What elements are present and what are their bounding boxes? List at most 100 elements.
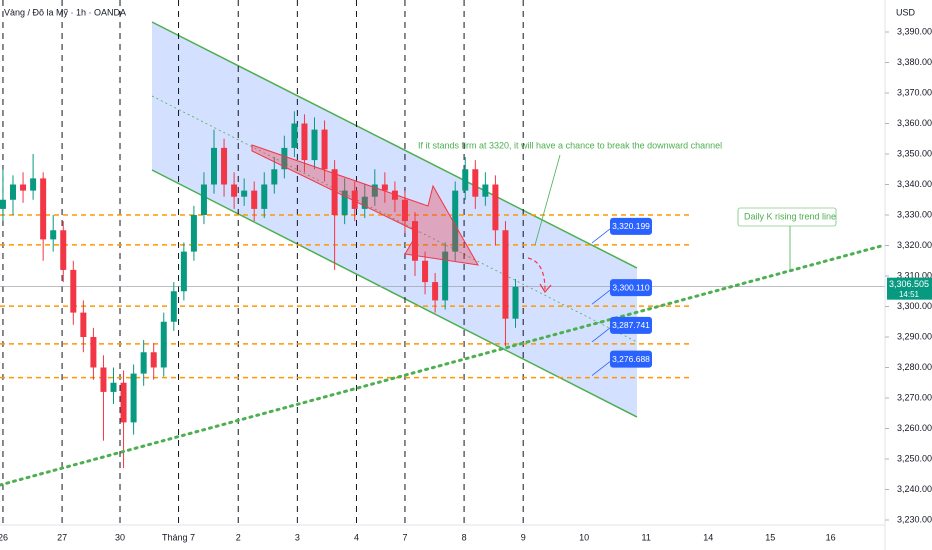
channel-lower [151, 169, 638, 418]
x-tick-label: 4 [354, 532, 359, 542]
label-pointer [591, 289, 611, 305]
y-tick-label: 3,250.000 [897, 453, 932, 463]
annotation-box [737, 207, 837, 227]
candle-body [271, 169, 278, 185]
y-tick-label: 3,350.000 [897, 148, 932, 158]
y-tick-label: 3,360.000 [897, 118, 932, 128]
countdown: 14:51 [899, 290, 920, 299]
label-pointer [591, 228, 611, 244]
candle-body [10, 184, 17, 200]
x-tick-label: 2 [236, 532, 241, 542]
x-tick-label: 8 [462, 532, 467, 542]
annotation: Daily K rising trend line [744, 211, 836, 221]
candle-body [20, 184, 27, 191]
candle-body [351, 190, 358, 209]
candle-body [251, 190, 258, 209]
y-tick-label: 3,390.000 [897, 26, 932, 36]
candle-body [211, 147, 218, 185]
y-tick-label: 3,230.000 [897, 514, 932, 524]
candle-body [90, 337, 97, 368]
x-tick-label: 10 [579, 532, 589, 542]
candle-body [462, 169, 469, 191]
candle-body [200, 184, 207, 215]
candle-body [321, 129, 328, 170]
y-tick-label: 3,260.000 [897, 423, 932, 433]
label-pointer [591, 361, 611, 376]
candle-body [231, 184, 238, 197]
x-tick-label: 14 [703, 532, 713, 542]
candle-body [0, 199, 6, 209]
candle-body [170, 291, 177, 322]
candle-body [361, 196, 368, 209]
candle-body [140, 352, 147, 374]
candle-body [50, 230, 57, 240]
y-tick-label: 3,370.000 [897, 87, 932, 97]
red-curve [527, 257, 546, 291]
candle-body [371, 184, 378, 197]
x-tick-label: 30 [115, 532, 125, 542]
candle-body [502, 230, 509, 319]
x-tick-label: 15 [765, 532, 775, 542]
candle-body [70, 269, 77, 313]
price-label-box [610, 217, 652, 235]
candle-body [331, 169, 338, 215]
candle-body [452, 190, 459, 252]
candle-body [40, 178, 47, 240]
candle-body [442, 251, 449, 301]
candle-body [221, 147, 228, 185]
annotation: If it stands firm at 3320, it will have … [418, 140, 722, 150]
x-tick-label: 9 [521, 532, 526, 542]
candle-body [150, 352, 157, 368]
last-price-box [887, 277, 932, 300]
candle-body [80, 312, 87, 337]
price-label-box [610, 316, 652, 334]
candle-body [100, 367, 107, 392]
drawings: If it stands firm at 3320, it will have … [0, 140, 885, 487]
y-tick-label: 3,320.000 [897, 240, 932, 250]
price-label: 3,287.741 [612, 320, 650, 330]
x-tick-label: 16 [826, 532, 836, 542]
candle-body [130, 373, 137, 423]
candle-body [412, 221, 419, 261]
candle-body [30, 178, 37, 191]
x-tick-label: 3 [295, 532, 300, 542]
candle-body [492, 184, 499, 231]
candle-body [391, 190, 398, 200]
label-pointer [591, 327, 611, 343]
candle-body [381, 184, 388, 191]
y-tick-label: 3,380.000 [897, 57, 932, 67]
y-tick-label: 3,310.000 [897, 270, 932, 280]
candle-body [341, 190, 348, 215]
price-label: 3,320.199 [612, 221, 650, 231]
y-tick-label: 3,290.000 [897, 331, 932, 341]
channel-mid [151, 95, 638, 343]
candle-body [422, 260, 429, 283]
candle-body [432, 282, 439, 301]
candle-body [190, 215, 197, 252]
axes: 3,390.000 3,380.000 3,370.000 3,360.000 3,35… [0, 26, 932, 542]
candle-body [241, 190, 248, 197]
candle-body [261, 184, 268, 209]
time-axis-bg [0, 525, 932, 550]
red-curve-head [539, 283, 552, 294]
red-arrow [251, 144, 479, 266]
candle-body [110, 382, 117, 392]
annotation-pointer [534, 154, 561, 246]
channel-upper [151, 21, 638, 269]
y-tick-label: 3,300.000 [897, 301, 932, 311]
x-tick-label: 27 [57, 532, 67, 542]
x-tick-label: Tháng 7 [162, 532, 195, 542]
marks [0, 111, 519, 469]
candle-body [482, 184, 489, 197]
y-tick-label: 3,280.000 [897, 362, 932, 372]
price-axis-bg [885, 0, 932, 550]
candle-body [401, 199, 408, 222]
candle-body [301, 123, 308, 161]
x-tick-label: 7 [402, 532, 407, 542]
trend-line [0, 243, 885, 487]
y-tick-label: 3,270.000 [897, 392, 932, 402]
last-price-label: 3,306.505 [889, 279, 929, 289]
candle-body [291, 123, 298, 148]
candle-body [512, 286, 519, 319]
